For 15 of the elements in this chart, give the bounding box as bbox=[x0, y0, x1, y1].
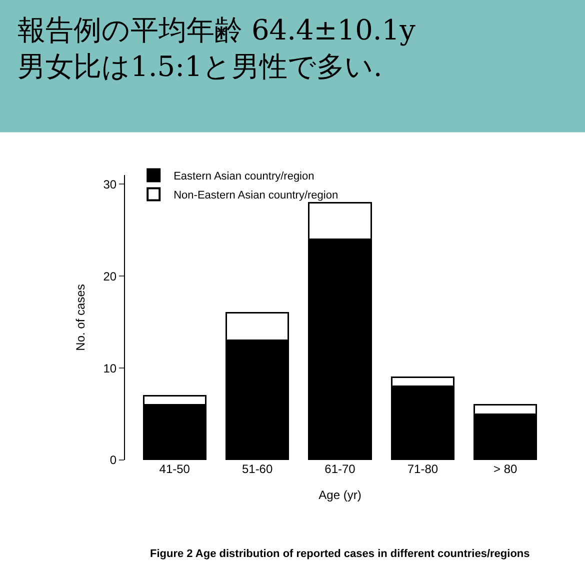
x-axis-title: Age (yr) bbox=[318, 488, 362, 502]
caption: Figure 2 Age distribution of reported cases in different countries/regions bbox=[150, 548, 530, 560]
legend-label: Eastern Asian country/region bbox=[174, 170, 314, 183]
y-tick-label: 20 bbox=[103, 269, 117, 284]
y-tick-label: 10 bbox=[103, 361, 117, 376]
x-tick-label: 41-50 bbox=[159, 462, 190, 476]
x-tick-label: 51-60 bbox=[242, 462, 273, 476]
y-tick-label: 0 bbox=[110, 453, 117, 468]
y-axis-title: No. of cases bbox=[74, 284, 88, 351]
x-tick-label: 71-80 bbox=[407, 462, 438, 476]
legend-label: Non-Eastern Asian country/region bbox=[174, 190, 338, 202]
y-tick-label: 30 bbox=[103, 177, 117, 192]
x-tick-label: > 80 bbox=[494, 462, 518, 476]
x-tick-label: 61-70 bbox=[324, 462, 356, 476]
chart-title: 報告例の平均年齢 64.4±10.1y 男女比は1.5:1と男性で多い. bbox=[18, 14, 416, 84]
